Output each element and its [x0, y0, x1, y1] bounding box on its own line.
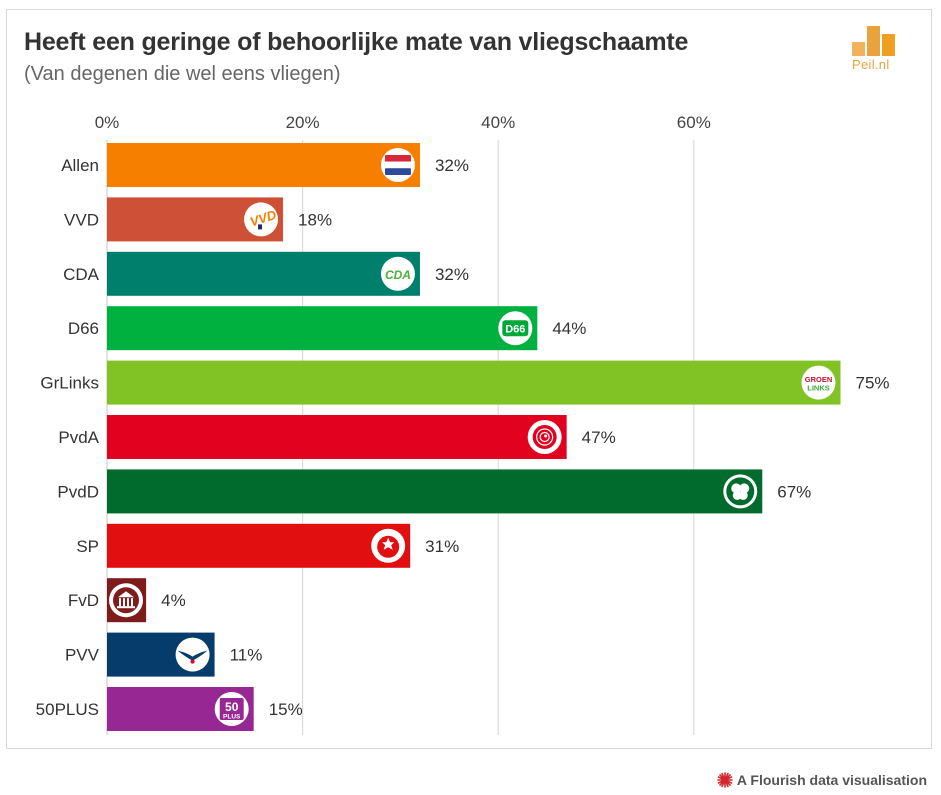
- flourish-burst-icon: [717, 772, 733, 788]
- value-label: 75%: [856, 374, 890, 393]
- x-tick-label: 0%: [95, 113, 120, 132]
- value-label: 11%: [230, 646, 263, 665]
- bar-d66[interactable]: [107, 306, 538, 351]
- bar-sp[interactable]: [107, 523, 411, 568]
- chart-title: Heeft een geringe of behoorlijke mate va…: [24, 28, 689, 56]
- bar-cda[interactable]: [107, 251, 420, 296]
- fvd-temple-icon: [113, 587, 139, 614]
- bar-group[interactable]: VVD VVD 18%: [64, 197, 332, 242]
- cda-logo-icon-badge: [380, 256, 415, 291]
- bar-chart-logo-icon: [852, 26, 900, 56]
- category-label: FvD: [68, 591, 99, 610]
- value-label: 67%: [777, 482, 811, 501]
- chart-subtitle: (Van degenen die wel eens vliegen): [24, 63, 341, 85]
- vvd-logo-icon-badge: [244, 202, 279, 237]
- bar-group[interactable]: Allen 32%: [61, 143, 469, 187]
- logo-text: Peil.nl: [852, 57, 890, 72]
- category-label: VVD: [64, 210, 99, 229]
- bar-group[interactable]: 50PLUS 50PLUS 15%: [36, 687, 303, 731]
- category-label: PvdA: [58, 428, 99, 447]
- x-tick-label: 20%: [286, 113, 320, 132]
- 50plus-logo-icon: 50PLUS: [219, 698, 244, 721]
- groenlinks-logo-icon-badge: [801, 365, 836, 400]
- category-label: CDA: [63, 265, 100, 284]
- bar-group[interactable]: CDA CDA 32%: [63, 251, 469, 296]
- svg-text:GROEN: GROEN: [805, 375, 833, 384]
- value-label: 4%: [161, 591, 186, 610]
- pvv-seagull-icon: [177, 650, 208, 664]
- peil-logo[interactable]: Peil.nl: [852, 26, 906, 78]
- value-label: 18%: [298, 210, 332, 229]
- bar-grlinks[interactable]: [107, 360, 841, 405]
- pvv-seagull-icon-badge: [175, 637, 210, 672]
- svg-text:CDA: CDA: [385, 268, 411, 282]
- bar-group[interactable]: D66 D66 44%: [68, 306, 587, 351]
- pvdd-logo-icon: [726, 477, 755, 506]
- pvda-rose-icon: [532, 425, 557, 449]
- category-label: PvdD: [57, 482, 99, 501]
- value-label: 32%: [435, 265, 469, 284]
- bar-allen[interactable]: [107, 143, 420, 187]
- sp-tomato-icon: [377, 535, 400, 558]
- category-label: 50PLUS: [36, 700, 99, 719]
- cda-logo-icon: CDA: [385, 268, 411, 282]
- category-label: SP: [76, 537, 99, 556]
- svg-text:50: 50: [225, 700, 239, 714]
- d66-logo-icon: D66: [502, 320, 529, 337]
- dutch-flag-icon: [384, 155, 412, 175]
- value-label: 32%: [435, 156, 469, 175]
- category-label: PVV: [65, 646, 100, 665]
- category-label: Allen: [61, 156, 99, 175]
- x-tick-label: 60%: [677, 113, 711, 132]
- category-label: GrLinks: [40, 374, 99, 393]
- value-label: 47%: [582, 428, 616, 447]
- flourish-credit-text: A Flourish data visualisation: [736, 772, 927, 788]
- flourish-credit[interactable]: A Flourish data visualisation: [717, 772, 927, 788]
- svg-text:LINKS: LINKS: [807, 384, 830, 393]
- svg-text:D66: D66: [505, 324, 525, 336]
- bar-group[interactable]: FvD 4%: [68, 578, 186, 623]
- svg-text:PLUS: PLUS: [223, 714, 241, 721]
- category-label: D66: [68, 319, 99, 338]
- value-label: 15%: [269, 700, 303, 719]
- bar-pvda[interactable]: [107, 415, 567, 459]
- value-label: 31%: [425, 537, 459, 556]
- bar-group[interactable]: PvdA 47%: [58, 415, 616, 459]
- bar-pvdd[interactable]: [107, 469, 763, 514]
- x-tick-label: 40%: [481, 113, 515, 132]
- bar-group[interactable]: PVV 11%: [65, 632, 263, 677]
- value-label: 44%: [552, 319, 586, 338]
- bar-group[interactable]: PvdD 67%: [57, 469, 811, 514]
- bar-group[interactable]: SP 31%: [76, 523, 459, 568]
